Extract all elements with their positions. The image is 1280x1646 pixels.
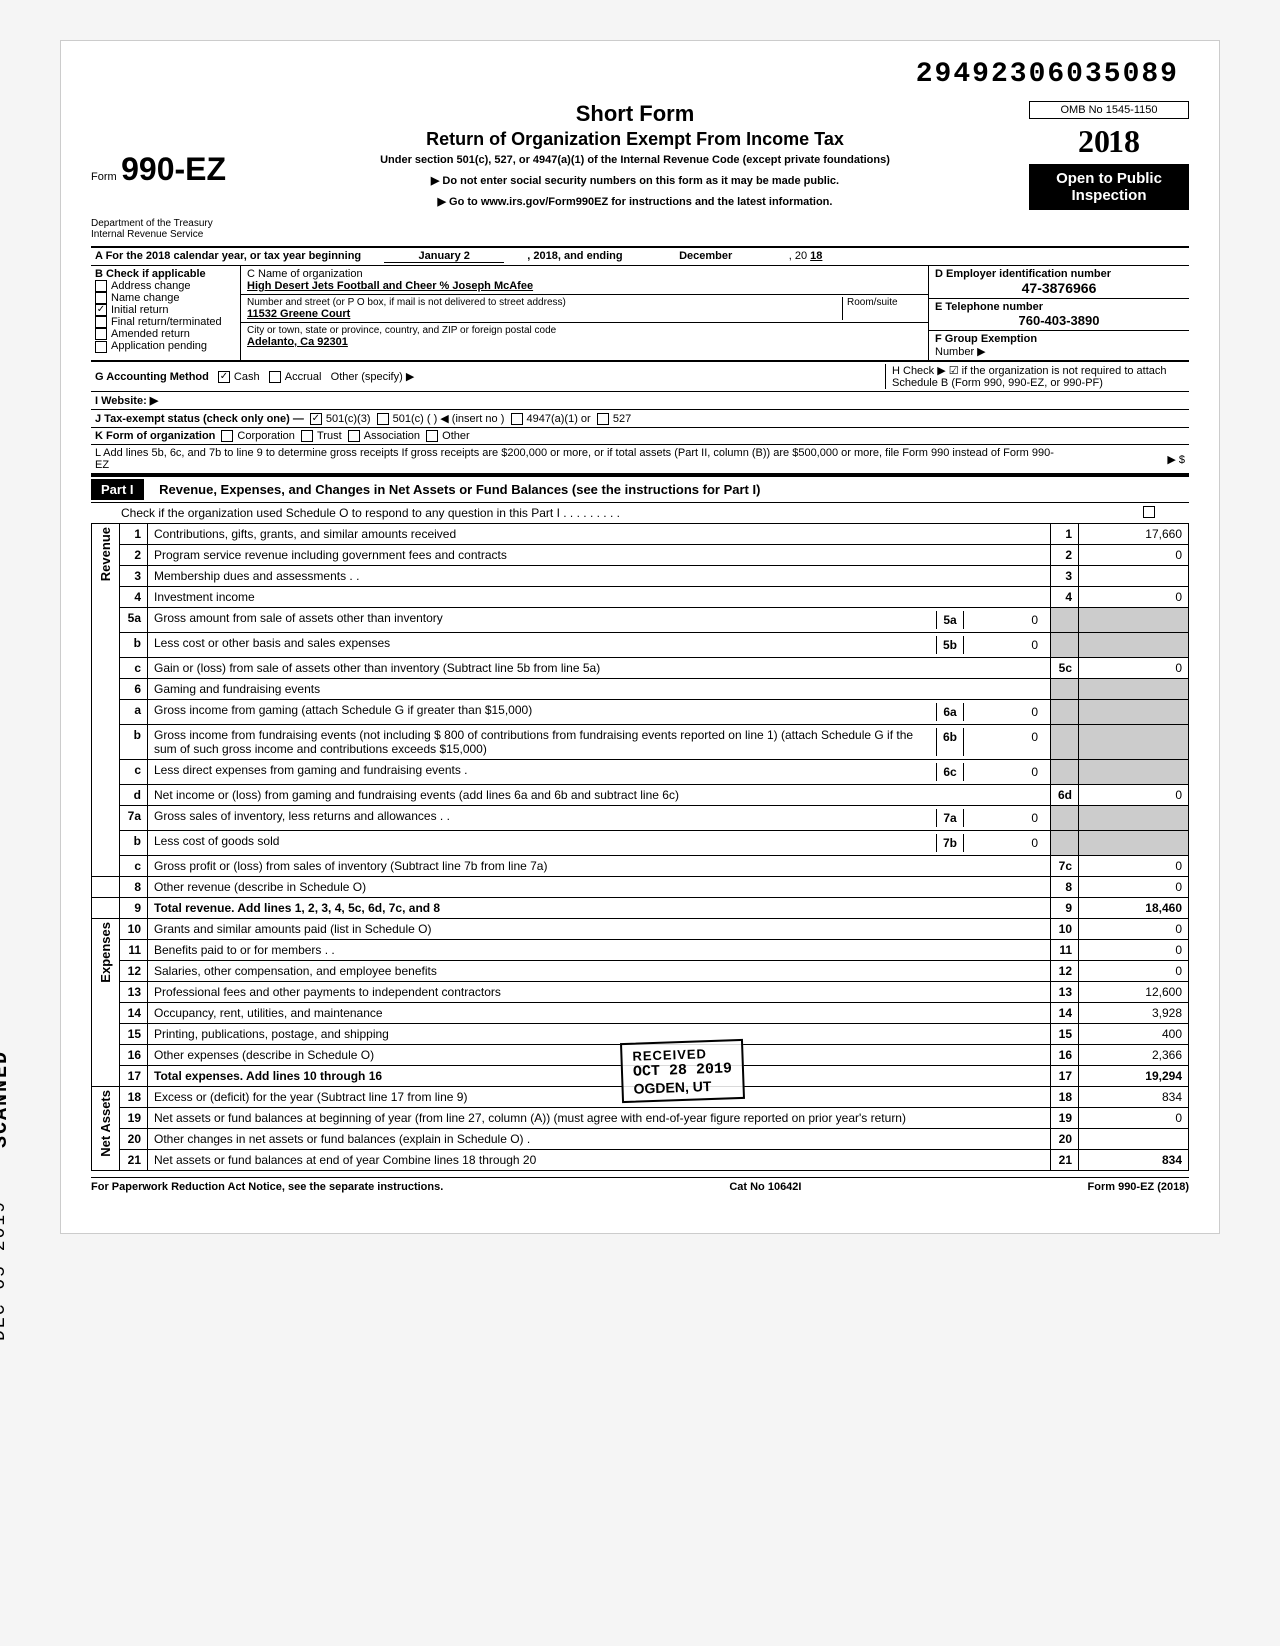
form-year: 20201818 bbox=[1029, 123, 1189, 160]
row-j: J Tax-exempt status (check only one) — ✓… bbox=[91, 409, 1189, 427]
chk-corp[interactable] bbox=[221, 430, 233, 442]
side-netassets: Net Assets bbox=[92, 1087, 120, 1171]
ein: 47-3876966 bbox=[935, 280, 1183, 296]
chk-other[interactable] bbox=[426, 430, 438, 442]
part1-title: Revenue, Expenses, and Changes in Net As… bbox=[159, 482, 760, 497]
form-header: Form 990-EZ Department of the Treasury I… bbox=[91, 101, 1189, 248]
chk-initial[interactable]: ✓Initial return bbox=[95, 304, 236, 316]
chk-cash[interactable]: ✓ bbox=[218, 371, 230, 383]
pointer-2: ▶ Go to www.irs.gov/Form990EZ for instru… bbox=[241, 195, 1029, 208]
chk-501c3[interactable]: ✓ bbox=[310, 413, 322, 425]
city: Adelanto, Ca 92301 bbox=[247, 336, 922, 348]
subtitle: Under section 501(c), 527, or 4947(a)(1)… bbox=[241, 154, 1029, 166]
form-number: 990-EZ bbox=[121, 151, 226, 187]
date-stamp: DEC 05 2019 bbox=[0, 1200, 10, 1341]
row-a-period: A For the 2018 calendar year, or tax yea… bbox=[91, 248, 1189, 266]
part1-label: Part I bbox=[91, 479, 144, 500]
header-right: OMB No 1545-1150 20201818 Open to Public… bbox=[1029, 101, 1189, 210]
footer-left: For Paperwork Reduction Act Notice, see … bbox=[91, 1181, 443, 1193]
part1-check-line: Check if the organization used Schedule … bbox=[91, 503, 1189, 523]
chk-final[interactable]: Final return/terminated bbox=[95, 316, 236, 328]
j-label: J Tax-exempt status (check only one) — bbox=[95, 413, 304, 425]
chk-assoc[interactable] bbox=[348, 430, 360, 442]
return-title: Return of Organization Exempt From Incom… bbox=[241, 129, 1029, 150]
footer-right: Form 990-EZ (2018) bbox=[1088, 1181, 1189, 1193]
period-label: A For the 2018 calendar year, or tax yea… bbox=[95, 250, 361, 262]
phone: 760-403-3890 bbox=[935, 313, 1183, 328]
info-grid: B Check if applicable Address change Nam… bbox=[91, 266, 1189, 361]
header-center: Short Form Return of Organization Exempt… bbox=[241, 101, 1029, 208]
city-header: City or town, state or province, country… bbox=[247, 325, 922, 336]
dept-treasury: Department of the Treasury Internal Reve… bbox=[91, 218, 241, 240]
chk-amended[interactable]: Amended return bbox=[95, 328, 236, 340]
chk-501c[interactable] bbox=[377, 413, 389, 425]
scanned-stamp: SCANNED bbox=[0, 1050, 13, 1148]
chk-name[interactable]: Name change bbox=[95, 292, 236, 304]
footer-mid: Cat No 10642I bbox=[729, 1181, 801, 1193]
chk-accrual[interactable] bbox=[269, 371, 281, 383]
org-name: High Desert Jets Football and Cheer % Jo… bbox=[247, 280, 922, 292]
document-id: 29492306035089 bbox=[916, 59, 1179, 90]
room-label: Room/suite bbox=[842, 297, 922, 320]
period-end-year: 18 bbox=[810, 250, 822, 262]
row-l: L Add lines 5b, 6c, and 7b to line 9 to … bbox=[91, 444, 1189, 475]
i-label: I Website: ▶ bbox=[95, 394, 158, 407]
part1-checkbox[interactable] bbox=[1143, 506, 1155, 518]
g-label: G Accounting Method bbox=[95, 371, 209, 383]
pointer-1: ▶ Do not enter social security numbers o… bbox=[241, 174, 1029, 187]
side-revenue: Revenue bbox=[92, 524, 120, 877]
short-form-label: Short Form bbox=[241, 101, 1029, 127]
l-arrow: ▶ $ bbox=[1065, 453, 1185, 466]
street: 11532 Greene Court bbox=[247, 308, 842, 320]
chk-pending[interactable]: Application pending bbox=[95, 340, 236, 352]
f-header: F Group Exemption bbox=[935, 333, 1183, 345]
footer-row: For Paperwork Reduction Act Notice, see … bbox=[91, 1177, 1189, 1193]
stamp-s3: OGDEN, UT bbox=[633, 1077, 733, 1096]
form-prefix: Form bbox=[91, 171, 117, 183]
chk-trust[interactable] bbox=[301, 430, 313, 442]
l-text: L Add lines 5b, 6c, and 7b to line 9 to … bbox=[95, 447, 1054, 471]
received-stamp: RECEIVED OCT 28 2019 OGDEN, UT bbox=[620, 1039, 745, 1103]
form-number-cell: Form 990-EZ Department of the Treasury I… bbox=[91, 101, 241, 240]
street-header: Number and street (or P O box, if mail i… bbox=[247, 297, 842, 308]
row-g-h: G Accounting Method ✓Cash Accrual Other … bbox=[91, 361, 1189, 391]
stamp-s2: OCT 28 2019 bbox=[633, 1060, 733, 1080]
part1-header-row: Part I Revenue, Expenses, and Changes in… bbox=[91, 475, 1189, 503]
period-begin: January 2 bbox=[384, 250, 504, 263]
row-k: K Form of organization Corporation Trust… bbox=[91, 427, 1189, 444]
k-label: K Form of organization bbox=[95, 430, 215, 442]
period-mid: , 2018, and ending bbox=[527, 250, 622, 262]
omb-number: OMB No 1545-1150 bbox=[1029, 101, 1189, 119]
col-b: B Check if applicable Address change Nam… bbox=[91, 266, 241, 360]
d-header: D Employer identification number bbox=[935, 268, 1183, 280]
e-header: E Telephone number bbox=[935, 301, 1183, 313]
b-header: B Check if applicable bbox=[95, 268, 236, 280]
col-d: D Employer identification number 47-3876… bbox=[929, 266, 1189, 360]
form-990ez-page: 29492306035089 Form 990-EZ Department of… bbox=[60, 40, 1220, 1234]
chk-527[interactable] bbox=[597, 413, 609, 425]
chk-address[interactable]: Address change bbox=[95, 280, 236, 292]
h-text: H Check ▶ ☑ if the organization is not r… bbox=[885, 364, 1185, 389]
chk-4947[interactable] bbox=[511, 413, 523, 425]
side-expenses: Expenses bbox=[92, 919, 120, 1087]
period-end-month: December bbox=[646, 250, 766, 262]
c-header: C Name of organization bbox=[247, 268, 922, 280]
row-i: I Website: ▶ bbox=[91, 391, 1189, 409]
col-c: C Name of organization High Desert Jets … bbox=[241, 266, 929, 360]
open-public-box: Open to Public Inspection bbox=[1029, 164, 1189, 210]
f-number-label: Number ▶ bbox=[935, 345, 1183, 358]
